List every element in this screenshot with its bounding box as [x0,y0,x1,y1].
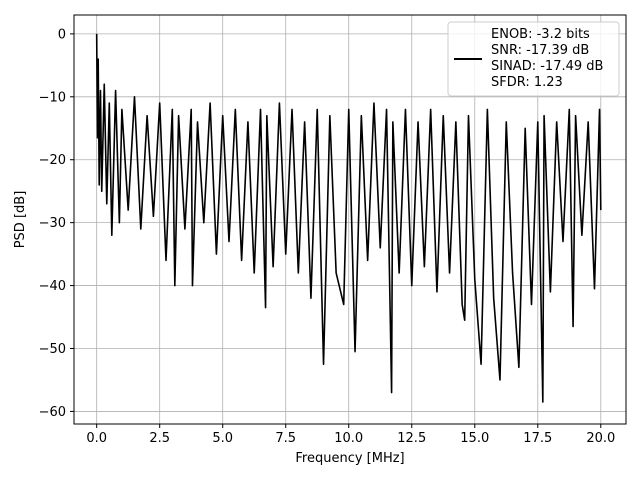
legend: ENOB: -3.2 bits SNR: -17.39 dB SINAD: -1… [447,21,620,97]
legend-snr: SNR: -17.39 dB [491,43,589,58]
y-tick-label: −60 [39,405,66,420]
x-tick-label: 17.5 [523,431,552,446]
y-tick-label: −30 [39,216,66,231]
x-tick-label: 5.0 [212,431,233,446]
series-layer [95,33,602,403]
x-tick-label: 20.0 [586,431,615,446]
x-tick-label: 15.0 [460,431,489,446]
y-tick-label: −40 [39,279,66,294]
x-tick-label: 7.5 [275,431,296,446]
legend-sfdr: SFDR: 1.23 [491,75,563,90]
y-tick-label: −10 [39,90,66,105]
psd-series-line [95,33,602,403]
legend-enob: ENOB: -3.2 bits [491,27,590,42]
x-tick-label: 10.0 [334,431,363,446]
x-axis-label: Frequency [MHz] [295,451,404,466]
y-tick-label: −50 [39,342,66,357]
legend-sinad: SINAD: -17.49 dB [491,59,603,74]
y-tick-label: 0 [58,27,66,42]
x-tick-label: 2.5 [149,431,170,446]
y-tick-label: −20 [39,153,66,168]
y-axis-label: PSD [dB] [13,191,28,249]
plot-area-frame [73,14,627,425]
axis-ticks: 0.0 2.5 5.0 7.5 10.0 12.5 15.0 17.5 20.0 0 −10 −20 −… [39,27,616,446]
legend-box [447,21,620,97]
x-tick-label: 12.5 [397,431,426,446]
x-tick-label: 0.0 [86,431,107,446]
